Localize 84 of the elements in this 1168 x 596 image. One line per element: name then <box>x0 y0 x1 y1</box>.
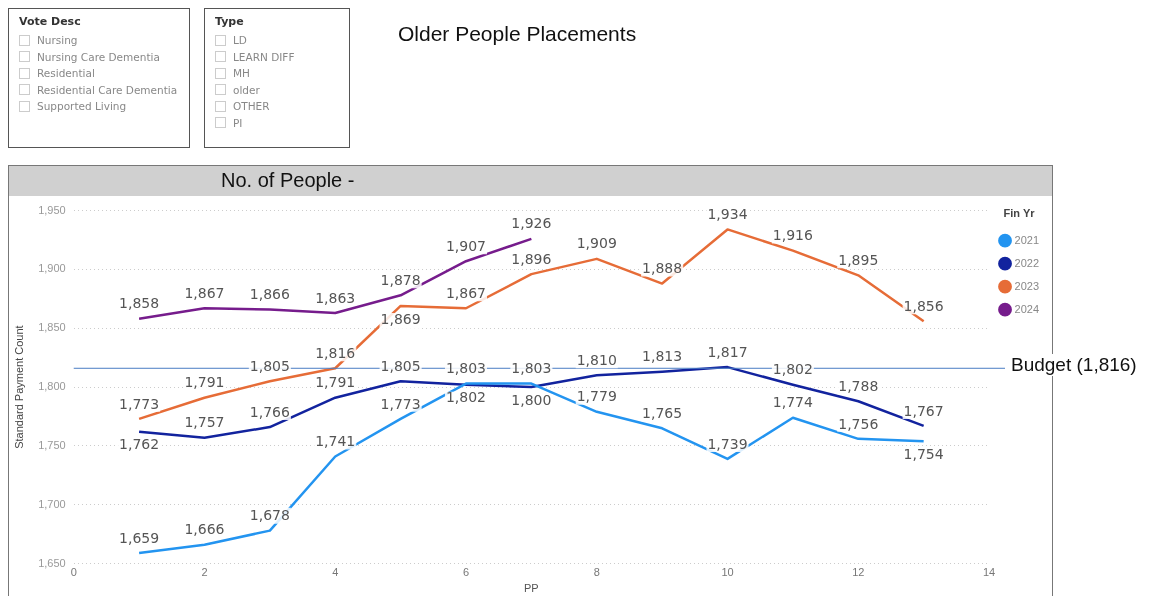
data-label: 1,765 <box>642 404 683 421</box>
data-label: 1,878 <box>380 271 421 288</box>
y-tick-label: 1,700 <box>38 497 66 510</box>
data-label: 1,896 <box>511 250 552 267</box>
data-label: 1,678 <box>249 507 290 524</box>
data-label: 1,866 <box>249 286 290 303</box>
x-tick-label: 8 <box>593 566 600 579</box>
data-label: 1,895 <box>838 251 879 268</box>
data-label: 1,888 <box>642 260 683 277</box>
data-label: 1,741 <box>315 433 356 450</box>
data-label: 1,805 <box>380 357 421 374</box>
text: Nursing <box>37 34 78 47</box>
data-label: 1,907 <box>445 237 487 254</box>
text: Nursing Care Dementia <box>37 50 160 63</box>
legend-title: Fin Yr <box>1003 206 1036 219</box>
text: Supported Living <box>37 100 127 113</box>
ref-line-label: Budget (1,816) <box>1009 354 1139 377</box>
data-label: 1,773 <box>380 395 421 412</box>
chart-subtitle: No. of People - <box>221 169 355 192</box>
y-tick-label: 1,950 <box>38 203 66 216</box>
text: PI <box>233 116 243 129</box>
data-label: 1,757 <box>184 414 225 431</box>
y-tick-label: 1,850 <box>38 321 66 334</box>
data-label: 1,788 <box>838 377 879 394</box>
data-label: 1,817 <box>707 343 748 360</box>
data-label: 1,779 <box>576 388 617 405</box>
data-label: 1,773 <box>119 395 160 412</box>
data-label: 1,802 <box>772 361 813 378</box>
legend-label: 2023 <box>1014 279 1040 292</box>
y-tick-label: 1,800 <box>38 380 66 393</box>
legend-label: 2021 <box>1014 233 1040 246</box>
data-label: 1,766 <box>249 403 290 420</box>
data-label: 1,802 <box>445 389 487 406</box>
data-label: 1,916 <box>772 227 814 244</box>
x-tick-label: 6 <box>462 566 470 579</box>
text: Residential <box>37 67 95 80</box>
y-axis-title: Standard Payment Count <box>12 325 25 449</box>
data-label: 1,813 <box>642 348 683 365</box>
legend-label: 2024 <box>1014 302 1040 315</box>
data-label: 1,666 <box>184 521 225 538</box>
data-label: 1,739 <box>707 435 748 452</box>
y-tick-label: 1,650 <box>38 556 66 569</box>
text: LEARN DIFF <box>233 50 295 63</box>
data-label: 1,867 <box>445 284 487 301</box>
text: Type <box>215 15 245 28</box>
chart-title: Older People Placements <box>398 22 637 46</box>
data-label: 1,805 <box>249 357 290 374</box>
data-label: 1,926 <box>511 215 552 232</box>
data-label: 1,800 <box>511 391 552 408</box>
x-tick-label: 4 <box>332 566 339 579</box>
x-tick-label: 12 <box>852 566 865 579</box>
x-tick-label: 2 <box>201 566 208 579</box>
x-tick-label: 0 <box>70 566 77 579</box>
data-label: 1,659 <box>119 529 160 546</box>
data-label: 1,858 <box>119 295 160 312</box>
legend-label: 2022 <box>1014 256 1040 269</box>
data-label: 1,754 <box>903 445 944 462</box>
data-label: 1,816 <box>315 344 356 361</box>
y-tick-label: 1,900 <box>38 262 66 275</box>
y-tick-label: 1,750 <box>38 438 66 451</box>
data-label: 1,856 <box>903 297 944 314</box>
data-label: 1,767 <box>903 402 944 419</box>
text: MH <box>233 67 250 80</box>
data-label: 1,869 <box>380 310 421 327</box>
text: LD <box>233 34 247 47</box>
x-axis-title: PP <box>524 582 539 595</box>
data-label: 1,863 <box>315 289 356 306</box>
data-label: 1,810 <box>576 351 617 368</box>
x-tick-label: 14 <box>982 566 996 579</box>
data-label: 1,791 <box>315 374 356 391</box>
data-label: 1,791 <box>184 374 225 391</box>
data-label: 1,756 <box>838 415 879 432</box>
text: older <box>233 83 260 96</box>
data-label: 1,803 <box>511 360 552 377</box>
data-label: 1,803 <box>445 360 487 377</box>
data-label: 1,774 <box>772 394 814 411</box>
text: Residential Care Dementia <box>37 83 178 96</box>
data-label: 1,934 <box>707 206 748 223</box>
data-label: 1,867 <box>184 284 225 301</box>
data-label: 1,909 <box>576 235 617 252</box>
data-label: 1,762 <box>119 436 160 453</box>
text: Vote Desc <box>19 15 82 28</box>
x-tick-label: 10 <box>721 566 734 579</box>
text: OTHER <box>233 100 270 113</box>
